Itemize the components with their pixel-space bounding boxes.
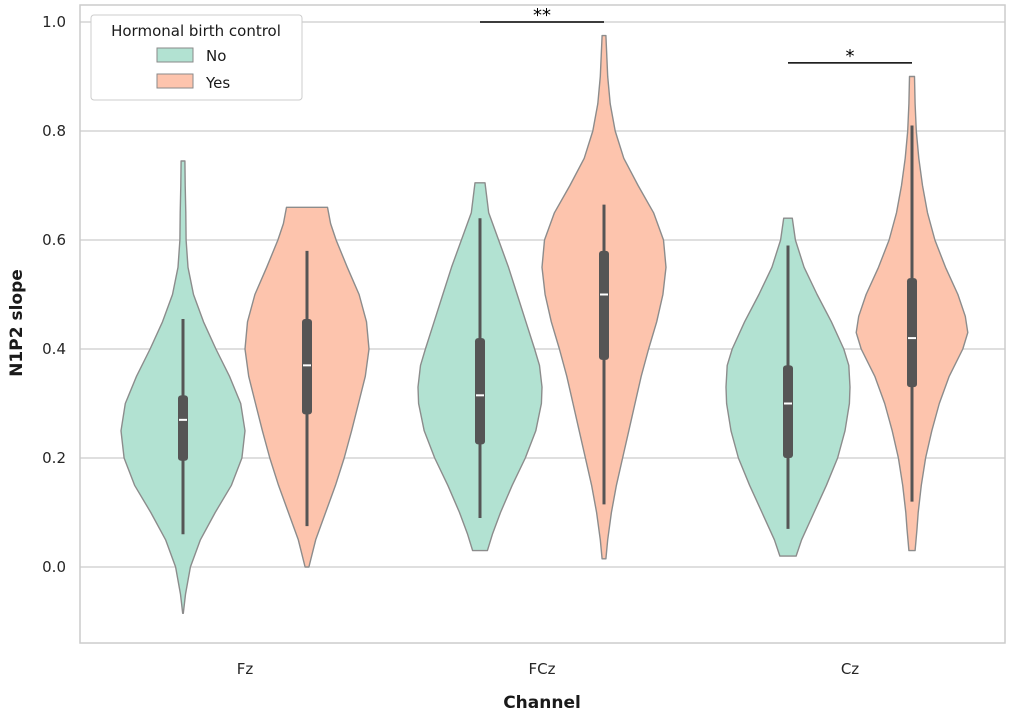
y-tick-label: 0.8 xyxy=(42,122,66,140)
significance-label-fcz: ** xyxy=(533,5,551,26)
legend-box xyxy=(90,14,303,101)
x-tick-label: Cz xyxy=(841,660,859,678)
significance-annotations: *** xyxy=(480,5,912,67)
x-axis-ticks: Fz FCz Cz xyxy=(237,660,860,678)
y-tick-label: 0.2 xyxy=(42,449,66,467)
iqr-box-yes-fcz xyxy=(599,250,609,360)
legend-title: Hormonal birth control xyxy=(111,22,281,40)
legend-swatch-no xyxy=(156,47,194,63)
legend: Hormonal birth control No Yes xyxy=(90,14,303,101)
y-tick-label: 0.6 xyxy=(42,231,66,249)
legend-label-yes: Yes xyxy=(205,74,230,92)
legend-swatch-yes xyxy=(156,73,194,89)
iqr-box-no-fcz xyxy=(475,338,485,445)
y-axis-title: N1P2 slope xyxy=(7,269,27,377)
y-tick-label: 0.0 xyxy=(42,558,66,576)
plot-area xyxy=(79,4,1006,644)
y-axis-ticks: 0.0 0.2 0.4 0.6 0.8 1.0 xyxy=(42,13,66,576)
iqr-box-no-fz xyxy=(178,395,188,461)
x-tick-label: Fz xyxy=(237,660,254,678)
legend-label-no: No xyxy=(206,47,226,65)
iqr-box-yes-cz xyxy=(907,278,917,388)
x-axis-title: Channel xyxy=(503,693,581,713)
violins xyxy=(120,34,969,614)
y-tick-label: 0.4 xyxy=(42,340,66,358)
iqr-box-yes-fz xyxy=(302,319,312,415)
iqr-box-no-cz xyxy=(783,365,793,458)
x-tick-label: FCz xyxy=(529,660,556,678)
significance-label-cz: * xyxy=(846,46,855,67)
y-tick-label: 1.0 xyxy=(42,13,66,31)
